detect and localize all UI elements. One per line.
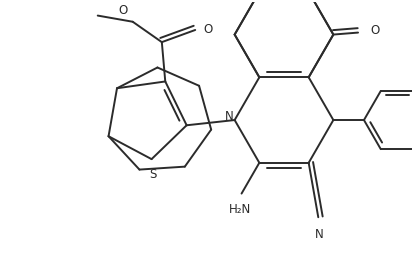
- Text: H₂N: H₂N: [228, 203, 251, 216]
- Text: N: N: [315, 227, 324, 240]
- Text: O: O: [371, 24, 380, 37]
- Text: S: S: [149, 167, 156, 180]
- Text: O: O: [119, 4, 128, 17]
- Text: N: N: [225, 109, 234, 122]
- Text: O: O: [203, 22, 212, 35]
